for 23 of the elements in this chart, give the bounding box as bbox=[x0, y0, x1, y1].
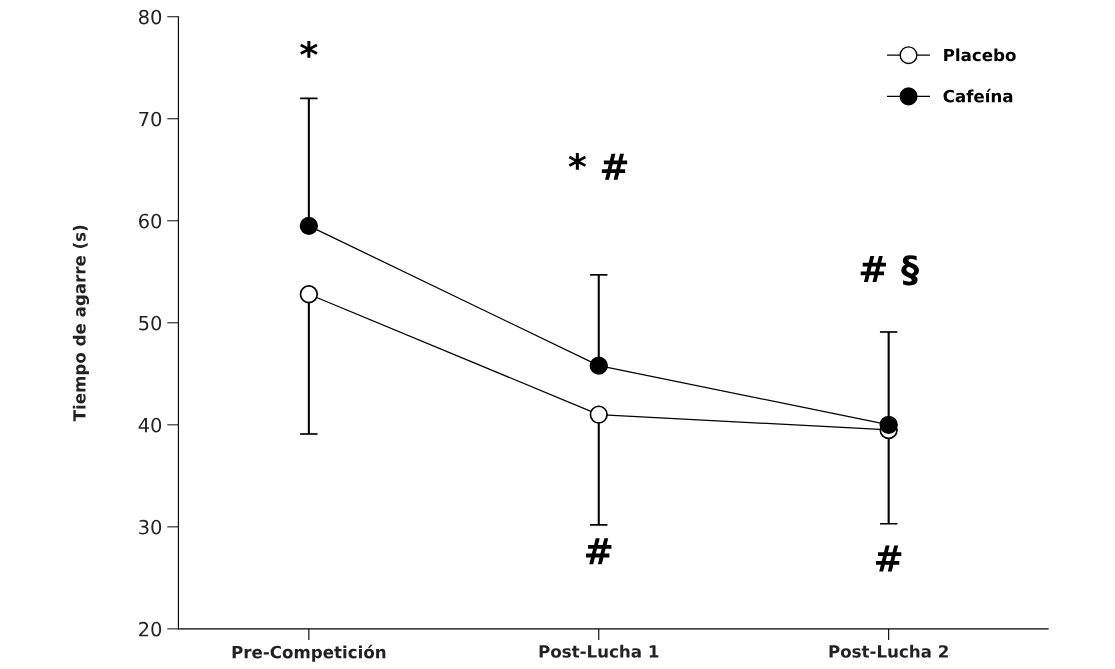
y-tick-label: 70 bbox=[139, 111, 162, 127]
legend-label: Cafeína bbox=[943, 88, 1013, 103]
point bbox=[299, 285, 319, 304]
legend-label: Placebo bbox=[944, 48, 1016, 62]
x-tick-label: Pre-Competición bbox=[232, 644, 386, 662]
x-tick-label: Post-Lucha 1 bbox=[539, 644, 659, 658]
y-tick-label: 50 bbox=[139, 315, 162, 331]
y-tick-label: 30 bbox=[139, 519, 162, 535]
annotation: # bbox=[875, 545, 902, 572]
point bbox=[299, 216, 319, 236]
annotation: * bbox=[300, 40, 318, 58]
annotation: # § bbox=[860, 255, 919, 286]
annotation: * # bbox=[568, 152, 628, 180]
point bbox=[589, 405, 608, 424]
point bbox=[589, 356, 608, 375]
y-tick-label: 60 bbox=[139, 213, 162, 229]
y-tick-label: 40 bbox=[138, 417, 162, 433]
x-tick-label: Post-Lucha 2 bbox=[829, 644, 948, 658]
y-tick-label: 20 bbox=[139, 621, 162, 637]
y-axis-title: Tiempo de agarre (s) bbox=[72, 225, 90, 422]
point bbox=[879, 415, 898, 434]
annotation: # bbox=[586, 538, 612, 565]
y-tick-label: 80 bbox=[139, 9, 162, 25]
